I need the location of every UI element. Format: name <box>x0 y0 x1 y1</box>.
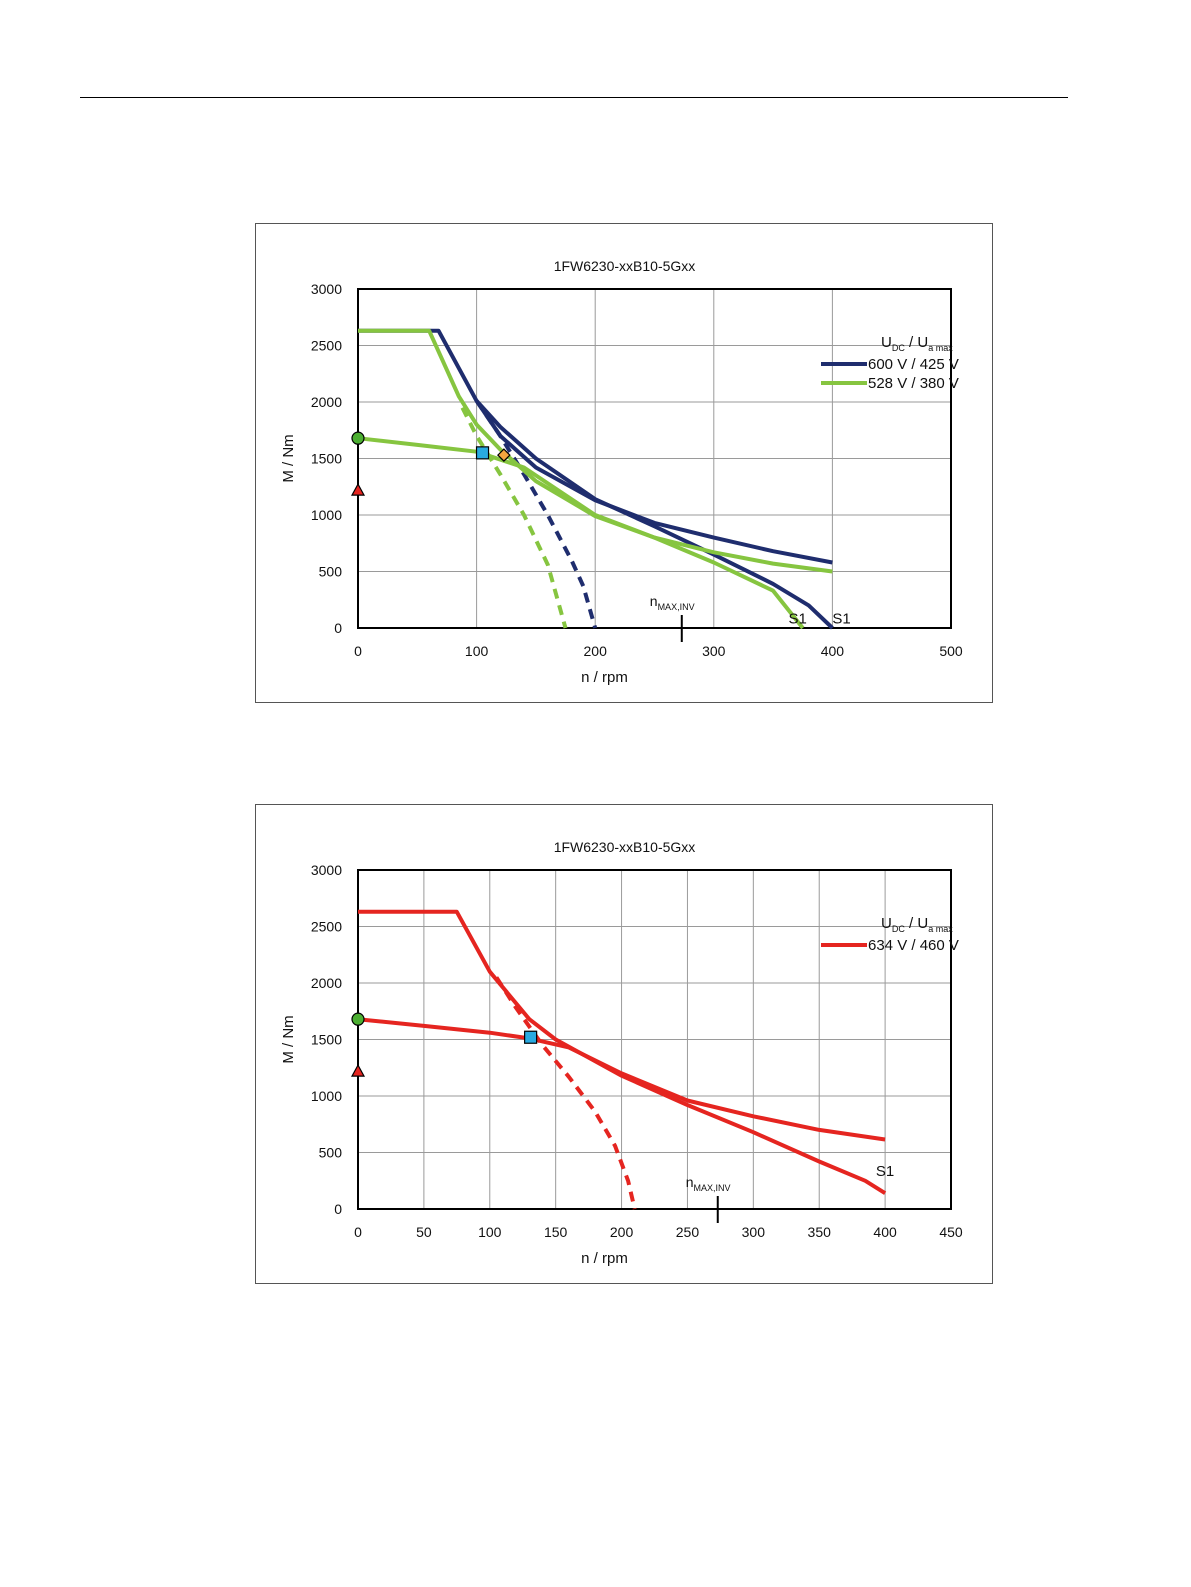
x-tick-label: 300 <box>702 643 726 659</box>
torque-speed-chart-1: 1FW6230-xxB10-5Gxx 0 100 200 300 400 500 0 500 10… <box>255 223 993 703</box>
curve-annotation: S1 <box>876 1163 894 1180</box>
y-tick-label: 3000 <box>311 281 342 297</box>
chart-title: 1FW6230-xxB10-5Gxx <box>554 839 696 855</box>
x-tick-label: 400 <box>821 643 845 659</box>
marker-square <box>524 1030 538 1044</box>
chart-1-svg: 1FW6230-xxB10-5Gxx 0 100 200 300 400 500 0 500 10… <box>280 258 963 686</box>
curve-annotation: S1 <box>789 610 807 627</box>
marker-diamond <box>497 448 511 462</box>
series-line <box>474 399 833 565</box>
curve-annotation: S1 <box>832 610 850 627</box>
x-tick-label: 50 <box>416 1224 432 1240</box>
legend-title: UDC / Ua max <box>881 915 953 934</box>
y-tick-label: 2500 <box>311 338 342 354</box>
y-axis-label: M / Nm <box>280 1015 297 1063</box>
grid <box>358 870 951 1209</box>
x-tick-label: 150 <box>544 1224 568 1240</box>
y-tick-label: 1500 <box>311 451 342 467</box>
x-tick-label: 100 <box>478 1224 502 1240</box>
legend-entry: 600 V / 425 V <box>868 356 959 373</box>
y-tick-label: 2500 <box>311 919 342 935</box>
series-line-dashed <box>494 976 637 1210</box>
x-tick-label: 100 <box>465 643 489 659</box>
series-line <box>357 1017 886 1142</box>
x-tick-label: 200 <box>584 643 608 659</box>
nmax-label: nMAX,INV <box>650 593 695 612</box>
marker-square <box>475 446 490 460</box>
x-tick-label: 350 <box>808 1224 832 1240</box>
series-line-dashed <box>474 399 598 629</box>
legend-title: UDC / Ua max <box>881 334 953 353</box>
marker-circle <box>351 1012 365 1026</box>
y-tick-label: 1500 <box>311 1032 342 1048</box>
x-tick-label: 500 <box>939 643 963 659</box>
y-tick-label: 0 <box>334 1201 342 1217</box>
marker-circle <box>351 431 365 445</box>
plot-area-border <box>357 869 952 1210</box>
marker-triangle <box>350 482 366 496</box>
series-line <box>358 909 887 1195</box>
y-tick-label: 1000 <box>311 1088 342 1104</box>
torque-speed-chart-2: 1FW6230-xxB10-5Gxx 0 50 100 150 200 250 300 350 4… <box>255 804 993 1284</box>
series-1 <box>358 328 834 630</box>
x-tick-label: 200 <box>610 1224 634 1240</box>
x-tick-label: 300 <box>742 1224 766 1240</box>
marker-triangle <box>350 1063 366 1077</box>
x-tick-label: 400 <box>873 1224 897 1240</box>
x-tick-label: 450 <box>939 1224 963 1240</box>
x-tick-label: 250 <box>676 1224 700 1240</box>
y-tick-label: 2000 <box>311 975 342 991</box>
y-axis-label: M / Nm <box>280 434 297 482</box>
series-2 <box>357 328 833 630</box>
x-axis-label: n / rpm <box>581 669 628 686</box>
series-line <box>357 436 833 574</box>
series-1 <box>357 909 887 1210</box>
series-line <box>358 328 805 630</box>
chart-2-svg: 1FW6230-xxB10-5Gxx 0 50 100 150 200 250 300 350 4… <box>280 839 963 1267</box>
y-tick-label: 500 <box>319 564 343 580</box>
chart-title: 1FW6230-xxB10-5Gxx <box>554 258 696 274</box>
nmax-label: nMAX,INV <box>686 1174 731 1193</box>
legend-entry: 528 V / 380 V <box>868 375 959 392</box>
page-top-rule <box>80 97 1068 98</box>
grid <box>358 289 951 628</box>
plot-area-border <box>357 288 952 629</box>
legend-entry: 634 V / 460 V <box>868 937 959 954</box>
x-axis-label: n / rpm <box>581 1250 628 1267</box>
y-tick-label: 2000 <box>311 394 342 410</box>
y-tick-label: 500 <box>319 1145 343 1161</box>
y-tick-label: 3000 <box>311 862 342 878</box>
y-tick-label: 1000 <box>311 507 342 523</box>
series-line-dashed <box>460 406 568 629</box>
y-tick-label: 0 <box>334 620 342 636</box>
x-tick-label: 0 <box>354 643 362 659</box>
x-tick-label: 0 <box>354 1224 362 1240</box>
